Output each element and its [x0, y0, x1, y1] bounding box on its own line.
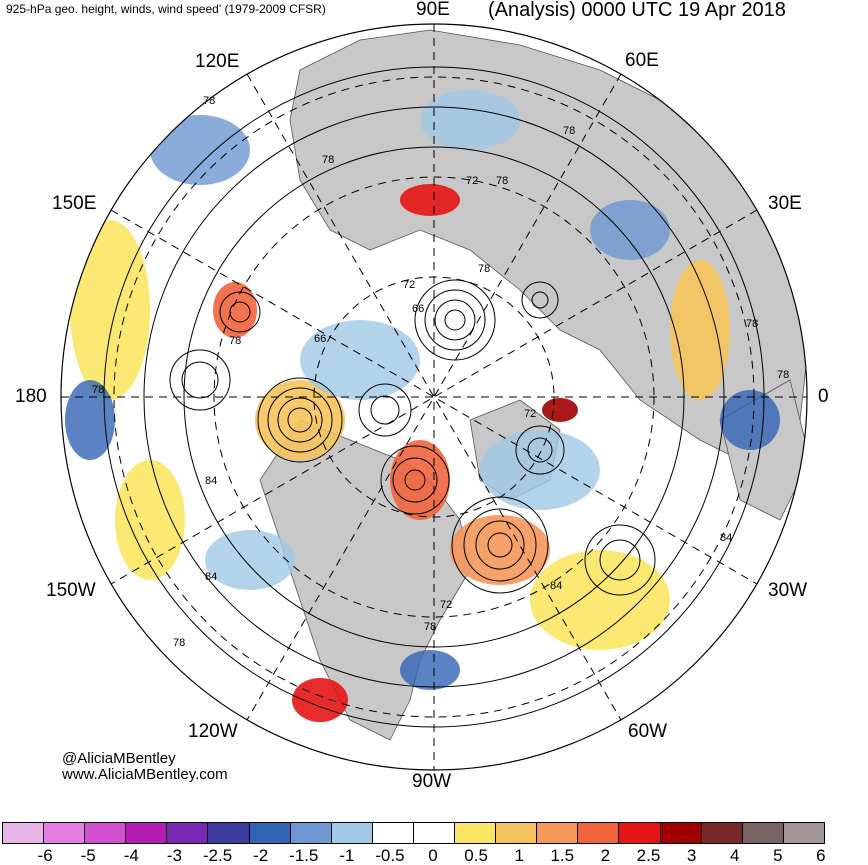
contour-label: 78: [496, 175, 508, 187]
colorbar-swatch: [125, 822, 168, 844]
colorbar-tick-label: -0.5: [375, 846, 405, 865]
colorbar-tick-label: 4: [729, 846, 740, 865]
colorbar-swatch: [289, 822, 332, 844]
colorbar-swatch: [412, 822, 456, 844]
colorbar-swatch: [2, 822, 45, 844]
graticule: [61, 24, 807, 770]
colorbar-tick-label: 2.5: [636, 846, 661, 865]
colorbar-swatch: [248, 822, 291, 844]
contour-label: 72: [403, 279, 415, 291]
lon-label-60w: 60W: [626, 721, 670, 743]
contour-label: 78: [322, 154, 334, 166]
lon-label-60e: 60E: [623, 50, 661, 72]
colorbar-swatch: [84, 822, 127, 844]
colorbar-swatch: [495, 822, 538, 844]
colorbar: -6 -5 -4 -3 -2.5 -2 -1.5 -1 -0.5 0 0.5 1 1.5 2 2.5 3 4 5 6: [0, 822, 868, 865]
colorbar-tick-label: -4: [123, 846, 139, 865]
map-title-left: 925-hPa geo. height, winds, wind speed' …: [6, 2, 326, 16]
colorbar-swatch: [454, 822, 497, 844]
map-disk: [61, 24, 807, 770]
lon-label-150e: 150E: [50, 193, 99, 215]
colorbar-swatch: [782, 822, 825, 844]
polar-map: 78 78 72 78 78 72 66 78 66 78 72 78 78 8…: [60, 23, 808, 771]
lon-label-120e: 120E: [193, 51, 242, 73]
colorbar-swatch: [43, 822, 86, 844]
colorbar-swatch: [659, 822, 702, 844]
lon-label-150w: 150W: [44, 580, 98, 602]
colorbar-swatch: [618, 822, 661, 844]
colorbar-tick-label: -2.5: [202, 846, 233, 865]
colorbar-tick-label: 6: [816, 846, 826, 865]
contour-labels: 78 78 72 78 78 72 66 78 66 78 72 78 78 8…: [92, 95, 789, 649]
contour-label: 78: [173, 637, 185, 649]
contour-label: 84: [720, 532, 732, 544]
lon-label-90w: 90W: [410, 771, 454, 793]
colorbar-tick-label: -5: [80, 846, 96, 865]
map-boundary: [60, 23, 808, 771]
colorbar-swatch: [536, 822, 579, 844]
colorbar-tick-label: 0.5: [464, 846, 488, 865]
colorbar-swatches: [2, 822, 825, 844]
contour-label: 78: [563, 125, 575, 137]
lon-label-90e: 90E: [414, 0, 452, 21]
lon-label-30e: 30E: [766, 193, 804, 215]
contour-label: 78: [478, 263, 490, 275]
credits: @AliciaMBentley www.AliciaMBentley.com: [62, 751, 228, 783]
colorbar-tick-label: 2: [600, 846, 611, 865]
colorbar-tick-label: 3: [686, 846, 697, 865]
lon-label-180: 180: [13, 386, 49, 408]
credit-handle: @AliciaMBentley: [62, 750, 176, 767]
contour-label: 66: [412, 303, 424, 315]
colorbar-tick-label: 1: [514, 846, 524, 865]
credit-website: www.AliciaMBentley.com: [62, 766, 228, 783]
colorbar-tick-label: 5: [773, 846, 783, 865]
lon-label-30w: 30W: [766, 580, 810, 602]
map-title-right: (Analysis) 0000 UTC 19 Apr 2018: [488, 0, 786, 21]
contour-label: 78: [203, 95, 215, 107]
contour-label: 78: [229, 335, 241, 347]
colorbar-swatch: [207, 822, 250, 844]
colorbar-tick-label: -1: [339, 846, 355, 865]
contour-label: 84: [205, 571, 217, 583]
contour-label: 78: [92, 384, 104, 396]
colorbar-tick-label: -1.5: [289, 846, 319, 865]
colorbar-tick-label: -2: [253, 846, 269, 865]
colorbar-tick-label: -6: [37, 846, 53, 865]
contour-label: 72: [524, 408, 536, 420]
contour-label: 84: [550, 580, 562, 592]
colorbar-swatch: [741, 822, 784, 844]
colorbar-tick-label: 0: [428, 846, 438, 865]
contour-label: 78: [777, 369, 789, 381]
colorbar-swatch: [330, 822, 373, 844]
colorbar-swatch: [700, 822, 743, 844]
contour-label: 78: [746, 318, 758, 330]
colorbar-swatch: [371, 822, 414, 844]
lon-label-0: 0: [816, 386, 831, 408]
lon-label-120w: 120W: [186, 721, 240, 743]
anomaly-shading: [65, 90, 780, 722]
contour-label: 72: [440, 599, 452, 611]
contour-label: 72: [466, 175, 478, 187]
contour-label: 78: [424, 621, 436, 633]
contour-label: 84: [205, 475, 217, 487]
contour-label: 66: [314, 333, 326, 345]
colorbar-swatch: [166, 822, 209, 844]
colorbar-tick-label: 1.5: [550, 846, 575, 865]
colorbar-swatch: [577, 822, 620, 844]
colorbar-tick-label: -3: [166, 846, 182, 865]
